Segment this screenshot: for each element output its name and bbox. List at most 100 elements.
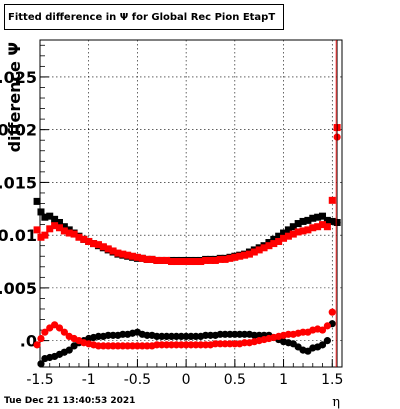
series-4-point (318, 326, 327, 334)
series-2-point (226, 254, 234, 262)
series-2-point (55, 224, 63, 232)
series-1-point (55, 218, 63, 226)
series-1-point (319, 212, 327, 220)
x-tick-label: -1.5 (26, 372, 53, 388)
series-3-point (318, 341, 327, 349)
series-2-point (163, 256, 171, 264)
series-1-point (60, 223, 68, 231)
series-1-point (37, 208, 45, 216)
x-tick-label: -0.5 (124, 372, 151, 388)
series-2-point (158, 256, 166, 264)
series-2-point (309, 224, 317, 232)
series-2-point (133, 253, 141, 261)
series-4-point (60, 328, 68, 336)
series-1-point (294, 220, 302, 228)
y-tick-label: 0.01 (0, 226, 37, 245)
series-2-point (177, 258, 185, 266)
series-2-point (51, 222, 59, 230)
x-tick-label: 1.5 (321, 372, 343, 388)
series-3-point (65, 346, 73, 354)
series-2-point (90, 240, 98, 248)
series-1-point (41, 213, 49, 221)
series-1-point (275, 232, 283, 240)
series-4-point (55, 324, 64, 332)
series-1-point (270, 235, 278, 243)
x-axis-label: η (332, 395, 340, 409)
series-1-point (51, 215, 59, 223)
chart-title: Fitted difference in Ψ for Global Rec Pi… (4, 4, 284, 30)
series-2-point (250, 248, 258, 256)
series-4-point (323, 322, 331, 330)
series-2-point (314, 223, 322, 231)
plot-frame (39, 39, 343, 368)
series-2-point (60, 227, 68, 235)
series-2-point (299, 227, 307, 235)
series-2-point (289, 230, 297, 238)
series-2-point (109, 247, 117, 255)
y-tick-label: 0.015 (0, 173, 37, 192)
series-4-point (328, 308, 336, 316)
series-1-point (284, 226, 292, 234)
x-tick-label: 1 (279, 372, 288, 388)
series-2-point (206, 256, 214, 264)
series-2-point (168, 258, 176, 266)
series-2-point (129, 252, 137, 260)
y-tick-label: 0.025 (0, 68, 37, 87)
series-2-point (216, 255, 224, 263)
y-tick-label: .0 (20, 332, 37, 351)
data-points (33, 40, 341, 368)
series-2-point (319, 221, 327, 229)
series-2-point (284, 232, 292, 240)
series-2-point (138, 254, 146, 262)
series-1-point (323, 216, 331, 224)
series-2-point (94, 241, 102, 249)
series-2-point (104, 245, 112, 253)
series-3-point (323, 337, 331, 345)
series-2-point (153, 256, 161, 264)
y-tick-label: 0.005 (0, 279, 37, 298)
series-1-point (304, 216, 312, 224)
series-2-point (221, 255, 229, 263)
series-2-point (80, 235, 88, 243)
series-2-point (245, 250, 253, 258)
series-1-point (299, 217, 307, 225)
series-2-point (70, 230, 78, 238)
series-2-point (41, 231, 49, 239)
series-2-point (260, 244, 268, 252)
series-2-point (211, 256, 219, 264)
timestamp: Tue Dec 21 13:40:53 2021 (4, 396, 136, 406)
series-2-point (304, 226, 312, 234)
series-2-point (236, 252, 244, 260)
series-2-point (37, 233, 45, 241)
series-2-point (231, 253, 239, 261)
series-2-point (46, 225, 54, 233)
series-2-point (328, 196, 336, 204)
series-2-point (119, 250, 127, 258)
series-3-point (37, 360, 45, 368)
series-2-point (255, 246, 263, 254)
x-tick-label: -1 (82, 372, 96, 388)
series-2-point (75, 233, 83, 241)
y-axis-label: difference Ψ (5, 42, 24, 152)
series-2-point (241, 251, 249, 259)
series-2-point (65, 229, 73, 237)
series-2-point (114, 249, 122, 257)
series-1-point (309, 214, 317, 222)
series-1-point (314, 213, 322, 221)
series-2-point (85, 237, 93, 245)
series-1-point (289, 223, 297, 231)
series-2-point (202, 256, 210, 264)
series-2-point (270, 240, 278, 248)
axis-ticks: -1.5 -1 -0.5 0 0.5 1 1.5 .0 0.005 0.01 0.015 0.02 0.… (0, 44, 343, 388)
series-2-point (33, 226, 41, 234)
series-2-point (197, 258, 205, 266)
series-1-point (33, 197, 41, 205)
x-tick-label: 0 (182, 372, 191, 388)
series-2-point (275, 237, 283, 245)
series-4-point (41, 328, 49, 336)
series-1-point (280, 229, 288, 237)
x-tick-label: 0.5 (224, 372, 246, 388)
series-2-point (294, 228, 302, 236)
series-4-point (37, 334, 45, 343)
